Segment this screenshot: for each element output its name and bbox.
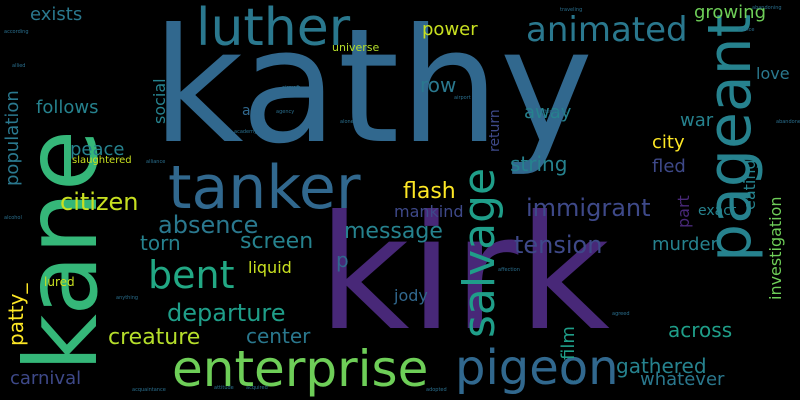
word-investigation: investigation bbox=[766, 196, 785, 300]
word-exact: exact bbox=[698, 203, 737, 219]
word-luther: luther bbox=[196, 0, 351, 58]
word-jody: jody bbox=[394, 286, 428, 305]
word-pageant: pageant bbox=[695, 13, 765, 262]
word-lured: lured bbox=[44, 275, 75, 289]
word-city: city bbox=[652, 132, 685, 153]
word-gathered: gathered bbox=[616, 354, 707, 378]
tiny-word: alone bbox=[340, 119, 354, 125]
word-salvage: salvage bbox=[454, 167, 505, 338]
tiny-word: adopted bbox=[426, 387, 447, 393]
tiny-word: afraid bbox=[566, 379, 581, 385]
word-social: social bbox=[150, 78, 169, 124]
word-departure: departure bbox=[167, 299, 286, 327]
tiny-word: alliance bbox=[146, 159, 166, 165]
tiny-word: acquaintance bbox=[132, 387, 166, 393]
word-screen: screen bbox=[240, 229, 314, 254]
tiny-word: abandoning bbox=[752, 5, 782, 11]
word-population: population bbox=[2, 90, 23, 186]
tiny-word: attitude bbox=[214, 385, 234, 391]
word-universe: universe bbox=[332, 41, 380, 54]
word-eating: eating bbox=[740, 159, 759, 210]
tiny-word: affection bbox=[498, 267, 520, 273]
word-enterprise: enterprise bbox=[172, 340, 429, 398]
word-kathy: kathy bbox=[152, 0, 594, 179]
tiny-word: agency bbox=[276, 109, 295, 115]
word-exists: exists bbox=[30, 4, 83, 25]
word-kirk: kirk bbox=[318, 182, 610, 366]
tiny-word: allied bbox=[12, 63, 26, 69]
word-follows: follows bbox=[36, 97, 99, 118]
word-tanker: tanker bbox=[168, 153, 361, 223]
word-power: power bbox=[422, 19, 478, 40]
word-animated: animated bbox=[526, 10, 688, 50]
word-liquid: liquid bbox=[248, 258, 292, 277]
word-war: war bbox=[680, 110, 714, 131]
tiny-word: advice bbox=[738, 27, 755, 33]
word-growing: growing bbox=[694, 2, 766, 23]
tiny-word: alcohol bbox=[4, 215, 22, 221]
word-away: away bbox=[524, 102, 572, 123]
word-across: across bbox=[668, 318, 733, 342]
word-patty: patty_ bbox=[4, 283, 28, 346]
word-carnival: carnival bbox=[10, 368, 82, 389]
word-pigeon: pigeon bbox=[455, 340, 619, 396]
word-murder: murder bbox=[652, 234, 718, 255]
word-peace: peace bbox=[70, 139, 125, 160]
word-whatever: whatever bbox=[640, 369, 725, 390]
word-row: row bbox=[420, 73, 457, 97]
word-message: message bbox=[344, 219, 443, 244]
word-p: p bbox=[336, 248, 349, 272]
word-ad: ad bbox=[242, 103, 260, 119]
word-creature: creature bbox=[108, 325, 201, 350]
tiny-word: acquired bbox=[246, 385, 268, 391]
word-torn: torn bbox=[140, 231, 181, 255]
word-bent: bent bbox=[148, 253, 235, 297]
tiny-word: abandoned bbox=[776, 119, 800, 125]
word-absence: absence bbox=[158, 211, 259, 239]
word-tension: tension bbox=[514, 231, 603, 259]
tiny-word: airport bbox=[454, 95, 471, 101]
word-string: string bbox=[510, 152, 568, 176]
word-love: love bbox=[756, 64, 790, 83]
word-slaughtered: slaughtered bbox=[72, 155, 132, 166]
tiny-word: agreed bbox=[612, 311, 630, 317]
tiny-word: anything bbox=[116, 295, 139, 301]
tiny-word: afterwards bbox=[540, 109, 567, 115]
word-flash: flash bbox=[403, 179, 456, 204]
word-mankind: mankind bbox=[394, 202, 464, 221]
word-citizen: citizen bbox=[60, 188, 139, 216]
word-center: center bbox=[246, 324, 311, 348]
word-film: film bbox=[558, 326, 579, 360]
word-fled: fled bbox=[652, 156, 686, 177]
tiny-word: aircraft bbox=[282, 85, 300, 91]
tiny-word: academy bbox=[234, 129, 257, 135]
tiny-word: according bbox=[4, 29, 29, 35]
tiny-word: traveling bbox=[560, 7, 583, 13]
word-immigrant: immigrant bbox=[526, 194, 651, 222]
word-return: return bbox=[487, 109, 503, 152]
word-part: part bbox=[674, 195, 693, 228]
